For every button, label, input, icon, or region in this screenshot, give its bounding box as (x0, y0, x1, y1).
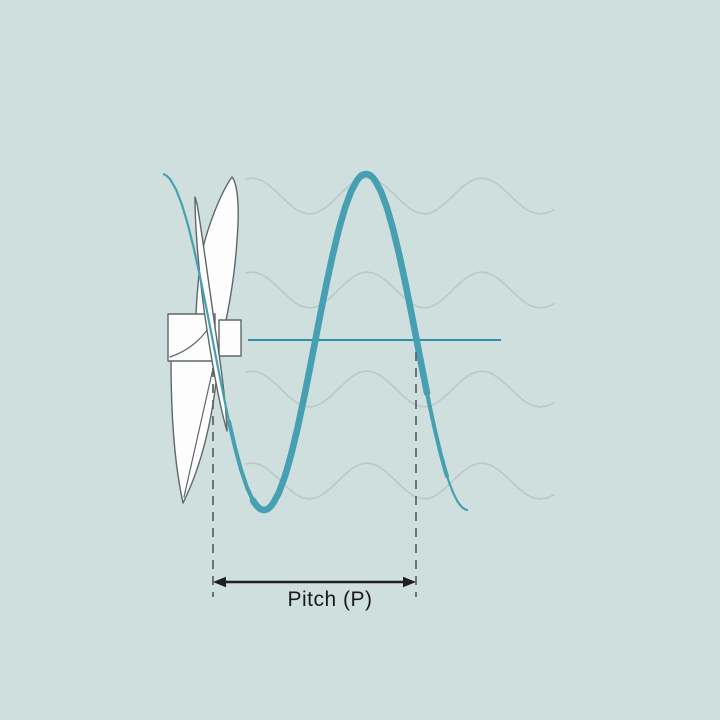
helix-thin-lead (162, 173, 233, 432)
pitch-arrow-head-left (213, 576, 226, 588)
helix-thin-tail (443, 468, 469, 511)
pitch-arrow (213, 576, 416, 588)
helix-thick-main (249, 170, 431, 514)
propeller-blade-crease-line (183, 363, 215, 498)
helix-curve (162, 170, 469, 514)
propeller-hub-right (218, 319, 242, 357)
faint-wave-row-4 (245, 462, 555, 500)
pitch-marker-lines (212, 352, 417, 597)
faint-wave-row-2 (245, 271, 555, 309)
pitch-arrow-head-right (403, 576, 416, 588)
faint-wave-row-1 (245, 177, 555, 215)
faint-wave-row-3 (245, 370, 555, 408)
propeller (167, 176, 242, 504)
propeller-blade-lower (170, 357, 219, 504)
pitch-label: Pitch (P) (287, 588, 372, 611)
